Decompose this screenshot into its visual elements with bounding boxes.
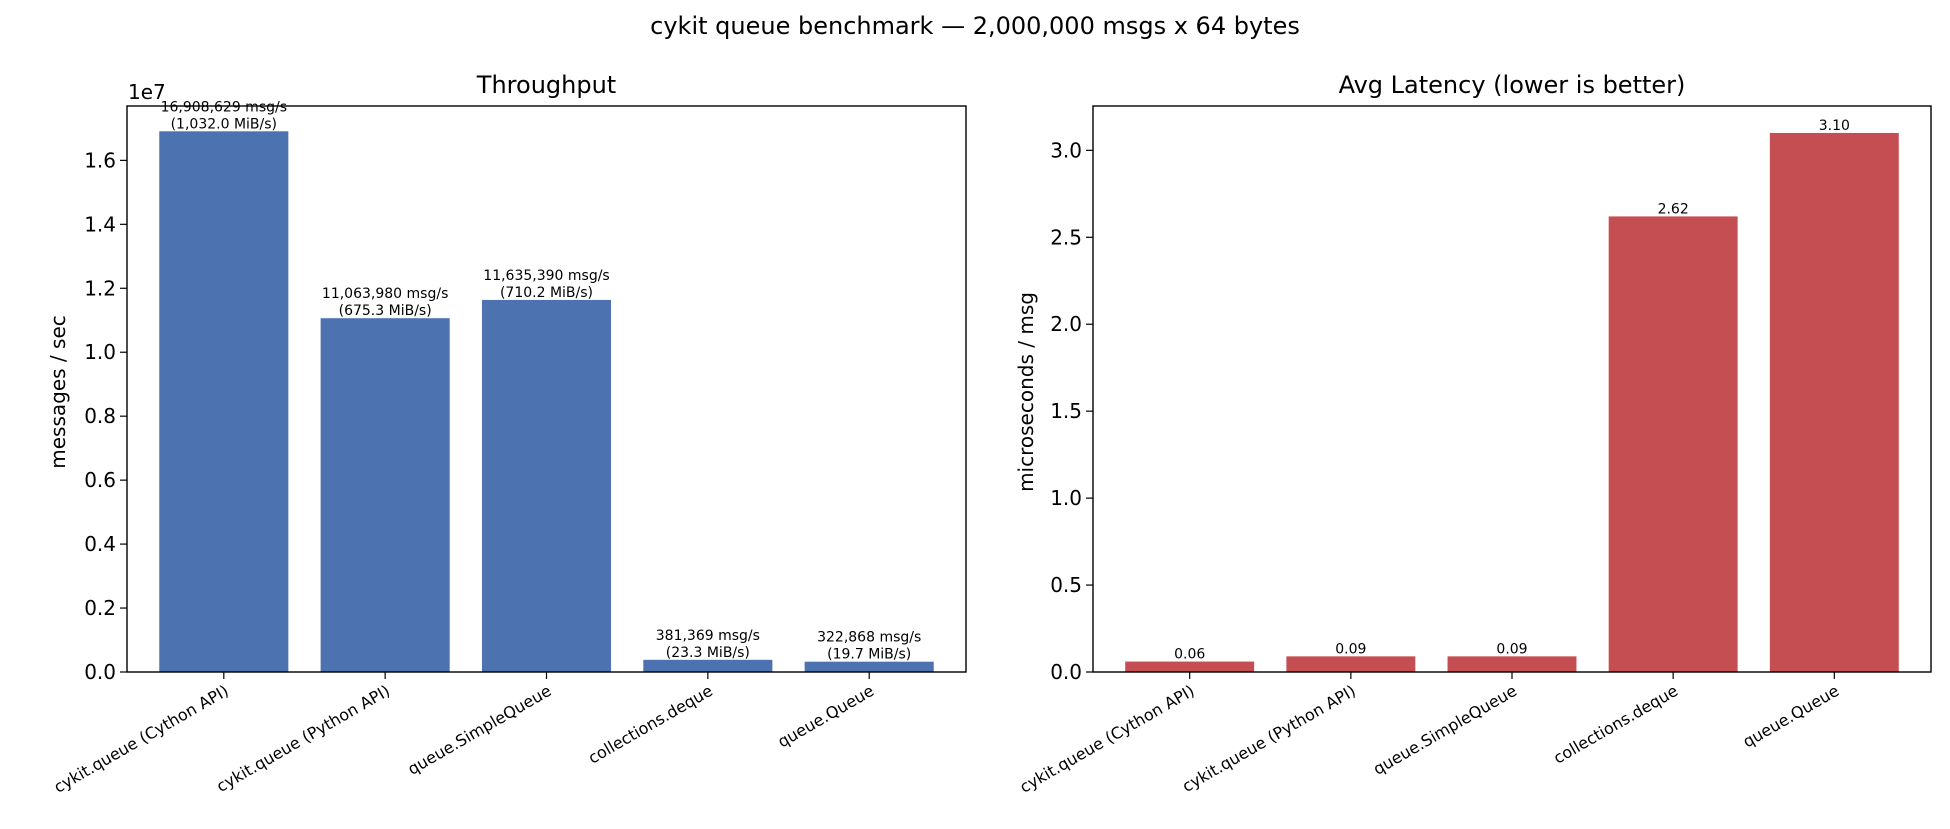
latency-bar: [1769, 132, 1899, 672]
latency-title: Avg Latency (lower is better): [1339, 71, 1686, 99]
throughput-panel: Throughput messages / sec 1e7 0.00.20.40…: [46, 71, 967, 797]
throughput-bar-data-label: (710.2 MiB/s): [500, 285, 593, 301]
throughput-bar: [159, 131, 289, 673]
throughput-title: Throughput: [476, 71, 616, 99]
latency-y-tick-label: 1.0: [1050, 486, 1082, 510]
throughput-bar: [804, 661, 934, 672]
throughput-axes-frame: [126, 105, 967, 673]
latency-bar-data-label: 3.10: [1819, 118, 1850, 134]
throughput-x-tick-label: queue.SimpleQueue: [404, 681, 554, 779]
throughput-bar-data-label: 16,908,629 msg/s: [161, 99, 287, 115]
latency-bar-data-label: 2.62: [1658, 201, 1689, 217]
latency-x-tick-label: collections.deque: [1550, 681, 1681, 768]
latency-y-axis-label: microseconds / msg: [1014, 292, 1038, 492]
latency-x-tick-label: queue.Queue: [1739, 681, 1842, 751]
figure-title: cykit queue benchmark — 2,000,000 msgs x…: [650, 12, 1300, 40]
throughput-y-tick-label: 0.6: [84, 468, 116, 492]
latency-bar: [1125, 661, 1255, 672]
throughput-y-ticks: 0.0 0.2 0.4 0.6 0.8 1.0 1.2 1.4 1.6: [84, 148, 127, 684]
latency-x-ticks: cykit.queue (Cython API)cykit.queue (Pyt…: [1016, 672, 1842, 797]
throughput-bar-data-label: 322,868 msg/s: [817, 630, 921, 646]
latency-x-tick-label: queue.SimpleQueue: [1370, 681, 1520, 779]
throughput-y-tick-label: 0.2: [84, 596, 116, 620]
latency-axes-frame: [1092, 105, 1932, 673]
latency-bar-data-label: 0.09: [1335, 641, 1366, 657]
throughput-y-tick-label: 1.2: [84, 276, 116, 300]
throughput-bar-data-label: 11,635,390 msg/s: [483, 268, 609, 284]
throughput-y-tick-label: 1.4: [84, 212, 116, 236]
latency-y-tick-label: 3.0: [1050, 138, 1082, 162]
throughput-bars: [159, 131, 934, 673]
throughput-data-labels: 16,908,629 msg/s(1,032.0 MiB/s) 11,063,98…: [161, 99, 922, 662]
throughput-bar-data-label: 381,369 msg/s: [656, 628, 760, 644]
latency-bars: [1125, 132, 1899, 672]
throughput-x-tick-label: cykit.queue (Cython API): [50, 681, 231, 797]
latency-bar: [1608, 216, 1738, 672]
throughput-bar-data-label: (23.3 MiB/s): [666, 645, 750, 661]
latency-y-tick-label: 0.0: [1050, 660, 1082, 684]
throughput-y-tick-label: 1.6: [84, 148, 116, 172]
throughput-bar-data-label: (675.3 MiB/s): [339, 303, 432, 319]
throughput-y-tick-label: 0.0: [84, 660, 116, 684]
latency-bar: [1286, 656, 1416, 672]
throughput-y-tick-label: 0.4: [84, 532, 116, 556]
latency-y-ticks: 0.0 0.5 1.0 1.5 2.0 2.5 3.0: [1050, 138, 1093, 684]
throughput-y-tick-label: 0.8: [84, 404, 116, 428]
latency-y-tick-label: 2.0: [1050, 312, 1082, 336]
throughput-x-tick-label: collections.deque: [585, 681, 716, 768]
throughput-x-ticks: cykit.queue (Cython API)cykit.queue (Pyt…: [50, 672, 877, 797]
throughput-offset-text: 1e7: [128, 80, 166, 104]
throughput-bar-data-label: (19.7 MiB/s): [827, 647, 911, 663]
latency-bar-data-label: 0.06: [1174, 647, 1205, 663]
throughput-bar-data-label: (1,032.0 MiB/s): [171, 116, 277, 132]
throughput-y-axis-label: messages / sec: [46, 315, 70, 468]
latency-y-tick-label: 2.5: [1050, 225, 1082, 249]
throughput-x-tick-label: cykit.queue (Python API): [213, 681, 393, 796]
throughput-bar-data-label: 11,063,980 msg/s: [322, 286, 448, 302]
latency-x-tick-label: cykit.queue (Python API): [1179, 681, 1359, 796]
latency-bar-data-label: 0.09: [1496, 641, 1527, 657]
throughput-bar: [320, 318, 450, 672]
latency-bar: [1447, 656, 1577, 672]
latency-x-tick-label: cykit.queue (Cython API): [1016, 681, 1197, 797]
throughput-x-tick-label: queue.Queue: [774, 681, 877, 751]
latency-y-tick-label: 1.5: [1050, 399, 1082, 423]
throughput-bar: [643, 659, 773, 672]
latency-y-tick-label: 0.5: [1050, 573, 1082, 597]
throughput-bar: [481, 299, 612, 672]
latency-panel: Avg Latency (lower is better) microsecon…: [1014, 71, 1932, 797]
latency-data-labels: 0.06 0.09 0.09 2.62 3.10: [1174, 118, 1850, 663]
throughput-y-tick-label: 1.0: [84, 340, 116, 364]
